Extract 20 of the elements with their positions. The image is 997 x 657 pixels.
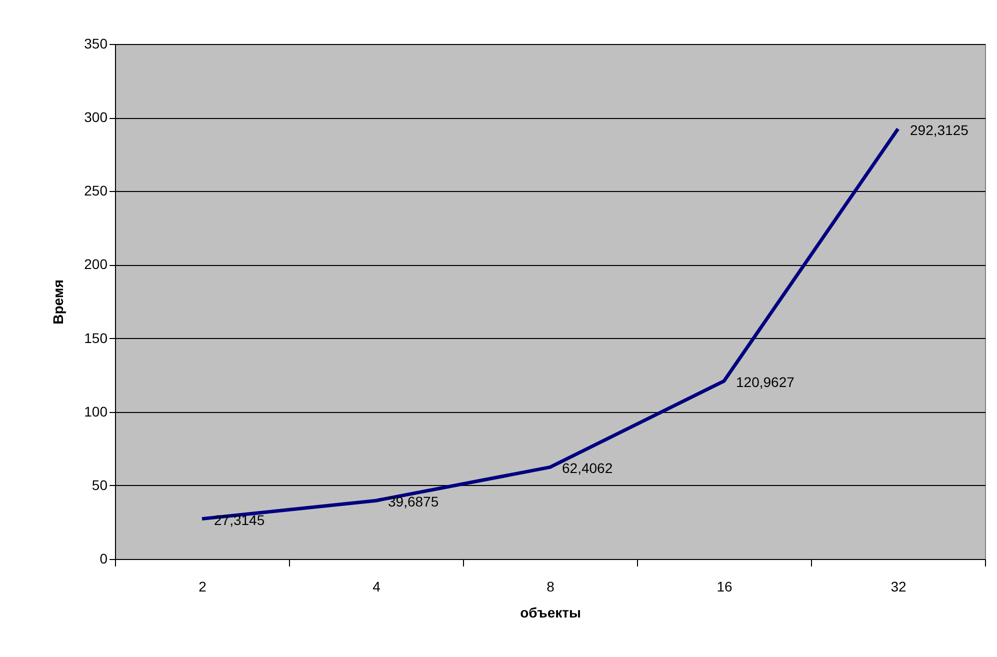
y-tick-label: 150 [84, 330, 108, 346]
data-label: 62,4062 [562, 460, 613, 476]
x-axis-title: объекты [520, 604, 581, 620]
data-label: 39,6875 [388, 494, 439, 510]
y-tick-label: 50 [92, 476, 108, 493]
y-tick-label: 100 [84, 403, 108, 420]
data-label: 120,9627 [736, 374, 795, 390]
x-tick-label: 16 [716, 578, 732, 594]
y-axis-title: Время [50, 280, 66, 324]
y-tick-label: 300 [84, 109, 108, 126]
y-tick-label: 250 [84, 182, 108, 199]
x-tick-label: 4 [372, 578, 381, 594]
x-tick-label: 32 [890, 578, 906, 594]
x-tick-label: 2 [198, 578, 207, 594]
data-label: 292,3125 [910, 122, 969, 138]
y-tick-label: 0 [100, 550, 108, 566]
data-label: 27,3145 [214, 512, 265, 528]
y-tick-label: 350 [84, 36, 108, 52]
x-tick-label: 8 [546, 578, 555, 594]
y-tick-label: 200 [84, 256, 108, 272]
